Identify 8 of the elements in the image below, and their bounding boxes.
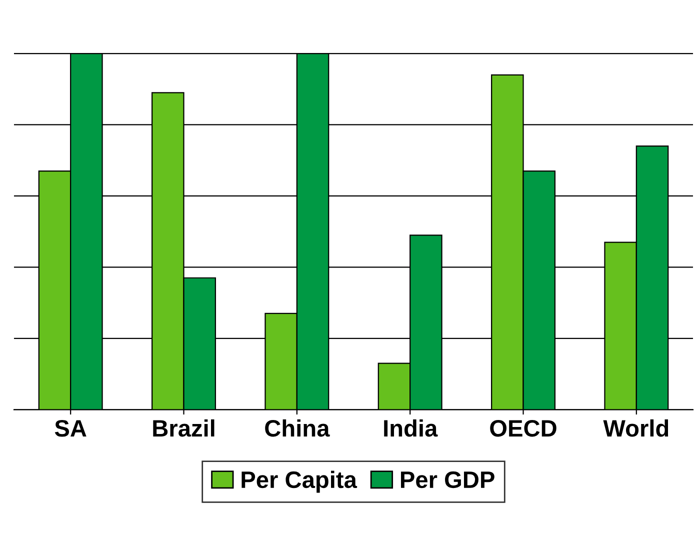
x-tick-label: SA	[54, 420, 86, 437]
x-tick-label: India	[384, 419, 438, 437]
x-tick-label: China	[265, 419, 330, 437]
x-tick-label: Brazil	[153, 419, 214, 437]
legend-label: Per GDP	[400, 471, 494, 488]
x-tick-label: OECD	[490, 420, 556, 437]
x-tick-label: World	[603, 419, 668, 437]
legend-label: Per Capita	[242, 470, 358, 493]
